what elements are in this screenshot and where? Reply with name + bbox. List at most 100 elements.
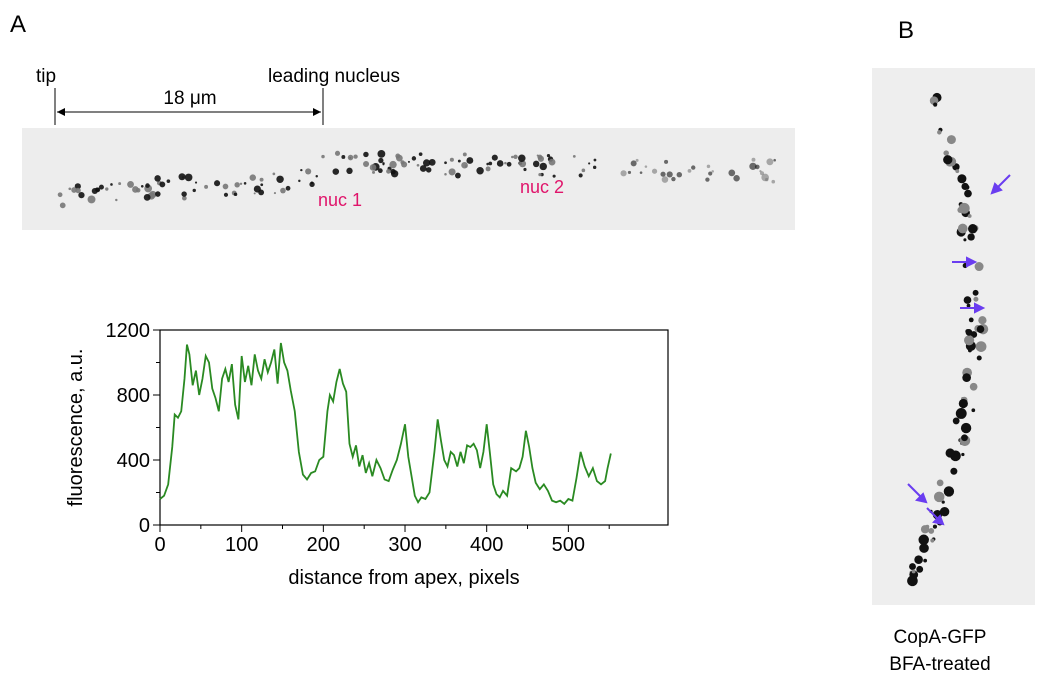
spot xyxy=(963,238,967,242)
spot xyxy=(630,160,637,167)
spot xyxy=(347,154,354,161)
spot xyxy=(933,102,938,107)
spot xyxy=(418,152,423,156)
spot xyxy=(676,171,683,178)
spot xyxy=(428,158,436,166)
plot: 0 400 800 1200 0 100 200 300 400 500 distance from… xyxy=(65,320,669,589)
spot xyxy=(243,182,247,185)
spot xyxy=(945,448,955,458)
spot xyxy=(466,157,474,164)
spot xyxy=(939,506,950,517)
spot xyxy=(950,467,958,475)
spot xyxy=(578,173,583,178)
spot xyxy=(963,296,972,304)
spot xyxy=(372,170,376,174)
spot xyxy=(411,156,417,161)
spot xyxy=(946,135,956,145)
spot xyxy=(518,154,526,162)
spot xyxy=(962,373,971,382)
spot xyxy=(933,491,945,503)
spot xyxy=(705,177,710,182)
spot xyxy=(346,167,353,175)
spot xyxy=(273,192,276,195)
spot xyxy=(363,161,370,168)
micrograph-spots xyxy=(907,92,989,587)
spot xyxy=(258,189,265,196)
spot xyxy=(671,176,676,182)
spot xyxy=(182,195,187,201)
spot xyxy=(919,543,929,553)
y-axis-label: fluorescence, a.u. xyxy=(65,349,87,507)
spot xyxy=(485,166,491,172)
spot xyxy=(259,177,264,182)
spot xyxy=(552,174,556,178)
spot xyxy=(968,224,978,234)
spot xyxy=(143,193,151,201)
spot xyxy=(957,174,967,184)
spot xyxy=(448,168,456,176)
spot xyxy=(321,154,325,159)
spot xyxy=(969,382,978,391)
spot xyxy=(972,289,979,296)
spot xyxy=(74,183,81,190)
spot xyxy=(916,565,924,573)
spot xyxy=(975,341,987,352)
spot xyxy=(127,181,134,188)
spot xyxy=(965,328,973,336)
spot xyxy=(961,182,969,191)
spot xyxy=(115,198,118,202)
spot xyxy=(110,183,113,186)
spot xyxy=(353,154,358,159)
spot xyxy=(462,152,467,157)
spot xyxy=(298,179,301,183)
spot xyxy=(966,303,971,308)
caption: BFA-treated xyxy=(889,654,990,675)
spot xyxy=(751,157,756,162)
spot xyxy=(249,174,256,181)
spot xyxy=(635,158,639,162)
x-tick-label: 300 xyxy=(388,534,421,556)
x-tick-label: 100 xyxy=(225,534,258,556)
spot xyxy=(285,185,291,191)
spot xyxy=(936,479,944,487)
spot xyxy=(382,163,385,166)
spot xyxy=(181,191,187,197)
spot xyxy=(660,171,666,177)
spot xyxy=(276,175,284,184)
spot xyxy=(572,155,576,158)
spot xyxy=(664,159,669,164)
spot xyxy=(305,168,312,175)
spot xyxy=(976,325,985,333)
spot xyxy=(537,155,544,162)
spot xyxy=(536,154,539,157)
spot xyxy=(661,176,669,183)
spot xyxy=(960,422,972,434)
spot xyxy=(204,184,209,189)
spot xyxy=(943,486,955,497)
spot xyxy=(955,408,967,419)
spot xyxy=(909,563,916,571)
spot xyxy=(363,151,369,158)
spot xyxy=(627,170,632,175)
y-tick-label: 400 xyxy=(117,450,150,472)
spot xyxy=(538,172,542,177)
x-tick-label: 0 xyxy=(154,534,165,556)
spot xyxy=(315,175,318,178)
nuc-label: nuc 2 xyxy=(520,177,564,197)
spot xyxy=(57,192,63,198)
spot xyxy=(149,190,157,199)
spot xyxy=(760,171,765,176)
spot xyxy=(523,167,527,172)
spot xyxy=(253,192,256,195)
spot xyxy=(491,154,498,161)
x-tick-label: 500 xyxy=(552,534,585,556)
caption: CopA-GFP xyxy=(894,627,987,648)
y-tick-label: 800 xyxy=(117,385,150,407)
spot xyxy=(967,214,972,218)
x-tick-label: 200 xyxy=(307,534,340,556)
spot xyxy=(178,173,186,181)
spot xyxy=(955,169,960,174)
spot xyxy=(943,150,949,156)
spot xyxy=(334,150,341,156)
spot xyxy=(425,167,432,173)
